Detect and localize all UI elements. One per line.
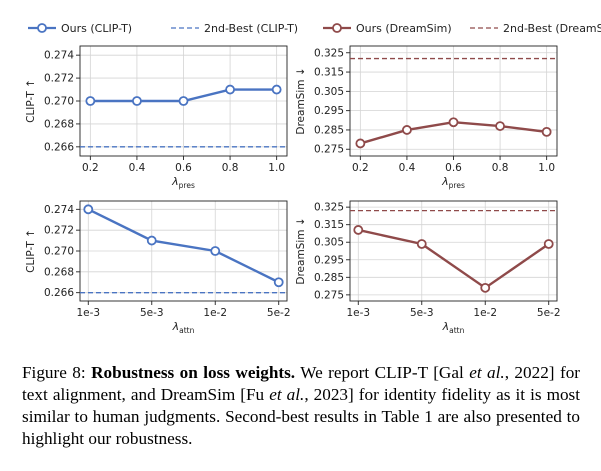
data-point bbox=[271, 84, 282, 95]
figure-caption: Figure 8: Robustness on loss weights. We… bbox=[22, 362, 580, 450]
y-tick-label: 0.275 bbox=[314, 144, 344, 156]
x-tick-label: 5e-2 bbox=[537, 307, 561, 319]
data-point bbox=[480, 282, 491, 293]
data-point bbox=[416, 239, 427, 249]
y-tick-label: 0.285 bbox=[314, 272, 344, 284]
data-point bbox=[83, 204, 94, 215]
y-tick-label: 0.266 bbox=[44, 287, 74, 299]
x-tick-label: 1e-3 bbox=[346, 307, 370, 319]
caption-text-2: , 2022] for text alignment, and DreamSim… bbox=[22, 363, 581, 404]
x-tick-label: 5e-2 bbox=[267, 307, 291, 319]
x-tick-label: 0.8 bbox=[222, 162, 239, 174]
legend-ours-clipt-marker bbox=[37, 23, 47, 33]
data-point bbox=[495, 121, 505, 131]
y-axis-label: CLIP-T ↑ bbox=[25, 229, 37, 273]
legend-ours-dreamsim-label: Ours (DreamSim) bbox=[356, 22, 452, 35]
y-tick-label: 0.266 bbox=[44, 141, 74, 153]
x-tick-label: 1.0 bbox=[268, 162, 285, 174]
x-tick-label: 1e-2 bbox=[203, 307, 227, 319]
data-point bbox=[85, 96, 96, 106]
legend-best-dreamsim-label: 2nd-Best (DreamSim) bbox=[503, 22, 601, 35]
y-tick-label: 0.268 bbox=[44, 118, 74, 130]
x-tick-label: 0.2 bbox=[352, 162, 369, 174]
x-axis-label: λpres bbox=[441, 175, 465, 190]
y-tick-label: 0.295 bbox=[314, 254, 344, 266]
data-point bbox=[355, 138, 366, 149]
x-axis-label: λattn bbox=[442, 320, 465, 335]
data-point bbox=[178, 96, 189, 106]
y-tick-label: 0.325 bbox=[314, 47, 344, 59]
data-point bbox=[402, 125, 412, 135]
y-tick-label: 0.272 bbox=[44, 73, 74, 85]
y-axis-label: DreamSim ↓ bbox=[295, 217, 307, 284]
caption-title: Robustness on loss weights. bbox=[91, 363, 296, 382]
y-axis-label: DreamSim ↓ bbox=[295, 67, 307, 134]
x-tick-label: 5e-3 bbox=[140, 307, 164, 319]
data-point bbox=[225, 84, 235, 95]
y-tick-label: 0.274 bbox=[44, 50, 74, 62]
caption-text-3: , 2023] for identity fidelity as it is m… bbox=[22, 385, 580, 448]
x-tick-label: 0.8 bbox=[492, 162, 509, 174]
series-line bbox=[358, 228, 550, 290]
figure-8-charts: Ours (CLIP-T) 2nd-Best (CLIP-T) Ours (Dr… bbox=[25, 22, 601, 335]
x-tick-label: 0.2 bbox=[82, 162, 99, 174]
data-point bbox=[210, 246, 221, 256]
x-tick-label: 0.6 bbox=[445, 162, 462, 174]
caption-et-al-2: et al. bbox=[269, 385, 305, 404]
y-tick-label: 0.272 bbox=[44, 225, 74, 237]
data-point bbox=[541, 126, 552, 137]
x-tick-label: 5e-3 bbox=[410, 307, 434, 319]
data-point bbox=[146, 235, 157, 246]
legend: Ours (CLIP-T) 2nd-Best (CLIP-T) Ours (Dr… bbox=[28, 22, 601, 35]
caption-text-1: We report CLIP-T [Gal bbox=[300, 363, 470, 382]
x-tick-label: 0.6 bbox=[175, 162, 192, 174]
y-tick-label: 0.295 bbox=[314, 105, 344, 117]
chart-panel-top-left: 0.266 0.268 0.270 0.272 0.274 0.2 0.4 0.6 0.8 1.0… bbox=[25, 45, 288, 190]
chart-panel-bottom-left: 0.266 0.268 0.270 0.272 0.274 1e-3 5e-3 1e-2 5e-… bbox=[25, 200, 291, 335]
y-tick-label: 0.325 bbox=[314, 202, 344, 214]
y-tick-label: 0.270 bbox=[44, 96, 74, 108]
data-point bbox=[273, 277, 284, 288]
legend-ours-dreamsim-marker bbox=[332, 23, 342, 33]
legend-ours-clipt-label: Ours (CLIP-T) bbox=[61, 22, 132, 35]
y-axis-label: CLIP-T ↑ bbox=[25, 79, 37, 123]
y-tick-label: 0.305 bbox=[314, 237, 344, 249]
x-axis-label: λattn bbox=[172, 320, 195, 335]
y-tick-label: 0.268 bbox=[44, 266, 74, 278]
x-tick-label: 0.4 bbox=[399, 162, 416, 174]
legend-best-clipt-label: 2nd-Best (CLIP-T) bbox=[204, 22, 298, 35]
x-tick-label: 0.4 bbox=[129, 162, 146, 174]
y-tick-label: 0.270 bbox=[44, 246, 74, 258]
x-tick-label: 1.0 bbox=[538, 162, 555, 174]
y-tick-label: 0.274 bbox=[44, 204, 74, 216]
y-tick-label: 0.315 bbox=[314, 219, 344, 231]
x-tick-label: 1e-3 bbox=[76, 307, 100, 319]
series-line bbox=[87, 208, 280, 284]
caption-label: Figure 8: bbox=[22, 363, 86, 382]
chart-panel-bottom-right: 0.275 0.285 0.295 0.305 0.315 0.325 1e-3 5e-3 1e… bbox=[295, 200, 561, 335]
data-point bbox=[132, 96, 142, 106]
y-tick-label: 0.305 bbox=[314, 86, 344, 98]
data-point bbox=[448, 117, 459, 128]
data-point bbox=[543, 239, 554, 249]
plot-frame bbox=[349, 200, 558, 302]
y-tick-label: 0.275 bbox=[314, 289, 344, 301]
data-point bbox=[353, 225, 364, 235]
y-tick-label: 0.285 bbox=[314, 124, 344, 136]
x-tick-label: 1e-2 bbox=[473, 307, 497, 319]
y-tick-label: 0.315 bbox=[314, 67, 344, 79]
x-axis-label: λpres bbox=[171, 175, 195, 190]
caption-et-al-1: et al. bbox=[469, 363, 505, 382]
chart-panel-top-right: 0.275 0.285 0.295 0.305 0.315 0.325 0.2 0.4 0.6 0… bbox=[295, 45, 558, 190]
